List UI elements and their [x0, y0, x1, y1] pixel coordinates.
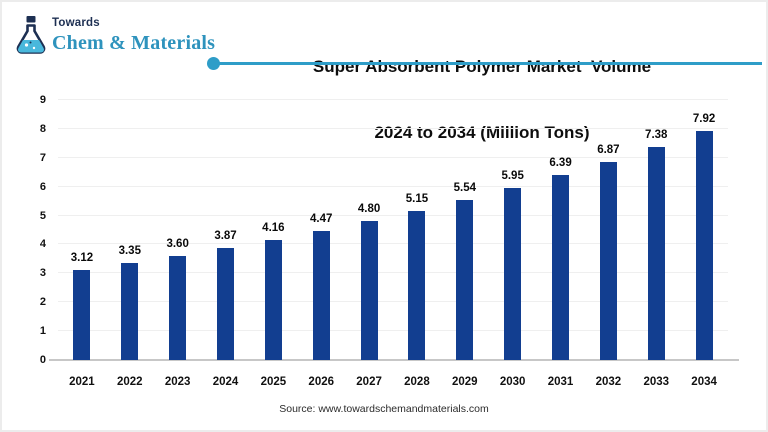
bar-group-2031: 6.39 2031: [537, 100, 585, 388]
x-tick-label: 2024: [212, 376, 239, 388]
bar: [121, 263, 139, 360]
y-tick-label: 5: [39, 209, 46, 222]
y-axis: 0 1 2 3 4 5 6 7 8 9: [18, 94, 46, 366]
gridline: [58, 272, 728, 274]
y-tick-label: 1: [39, 325, 46, 338]
value-label: 5.15: [405, 193, 429, 206]
bar: [360, 221, 378, 360]
brand-name-bottom: Chem & Materials: [52, 31, 216, 54]
value-label: 5.54: [453, 181, 476, 194]
bars: 3.12 2021 3.35 2022 3.60 2023 3.87 2024 4.16 2025…: [58, 100, 728, 388]
y-tick-label: 4: [39, 238, 46, 251]
bar: [647, 146, 665, 360]
value-label: 6.39: [549, 157, 572, 170]
bar: [599, 161, 617, 360]
y-tick-label: 0: [39, 354, 46, 366]
bar-group-2025: 4.16 2025: [249, 100, 297, 388]
bar-group-2027: 4.80 2027: [345, 100, 393, 388]
x-tick-label: 2021: [69, 376, 95, 388]
x-tick-label: 2025: [260, 376, 287, 388]
bar-group-2032: 6.87 2032: [584, 100, 632, 388]
brand-logo: Towards Chem & Materials: [14, 14, 215, 56]
bar: [73, 269, 91, 360]
chart-title: Super Absorbent Polymer Market Volume 20…: [194, 12, 766, 188]
gridline: [58, 243, 728, 245]
bar-group-2034: 7.92 2034: [680, 100, 728, 388]
gridline: [58, 127, 728, 129]
value-label: 3.12: [70, 251, 94, 264]
chart-title-line1: Super Absorbent Polymer Market Volume: [312, 57, 652, 76]
value-label: 7.92: [692, 113, 716, 126]
bar: [695, 131, 713, 360]
gridline: [58, 301, 728, 303]
bar-group-2028: 5.15 2028: [393, 100, 441, 388]
bar-chart-plot: 3.12 2021 3.35 2022 3.60 2023 3.87 2024 4.16 2025…: [49, 99, 739, 388]
value-label: 3.60: [166, 238, 189, 250]
bar-group-2030: 5.95 2030: [489, 100, 537, 388]
value-label: 4.16: [262, 221, 285, 234]
bar-group-2022: 3.35 2022: [106, 100, 154, 388]
value-label: 3.87: [214, 230, 237, 243]
brand-text: Towards Chem & Materials: [52, 14, 216, 54]
x-tick-label: 2031: [547, 376, 574, 388]
gridline: [58, 156, 728, 158]
y-tick-label: 8: [39, 122, 46, 135]
value-label: 5.95: [501, 170, 524, 183]
bar-group-2026: 4.47 2026: [297, 100, 345, 388]
x-tick-label: 2022: [116, 376, 143, 388]
title-underline: [207, 57, 762, 70]
x-axis-line: [49, 359, 739, 361]
x-tick-label: 2034: [691, 376, 717, 388]
bar: [312, 230, 330, 360]
bar: [504, 188, 522, 360]
gridline: [58, 185, 728, 187]
y-tick-label: 6: [39, 180, 46, 193]
x-tick-label: 2030: [499, 376, 526, 388]
value-label: 7.38: [645, 128, 668, 141]
gridline: [58, 214, 728, 216]
y-tick-label: 9: [39, 94, 46, 106]
x-tick-label: 2027: [356, 376, 382, 388]
bar: [217, 248, 234, 360]
bar: [169, 256, 187, 360]
value-label: 6.87: [597, 143, 620, 156]
y-tick-label: 3: [39, 267, 46, 280]
bar-group-2033: 7.38 2033: [632, 100, 680, 388]
y-tick-label: 2: [39, 296, 46, 309]
bar: [552, 175, 570, 360]
y-tick-label: 7: [39, 151, 46, 164]
x-tick-label: 2023: [164, 376, 191, 388]
x-tick-label: 2033: [643, 376, 670, 388]
x-tick-label: 2032: [595, 376, 622, 388]
chart-title-line2: 2024 to 2034 (Million Tons): [374, 123, 590, 142]
bar: [264, 239, 282, 360]
gridline: [58, 99, 728, 100]
x-tick-label: 2029: [452, 376, 478, 388]
flask-icon: [16, 16, 46, 54]
value-label: 4.47: [310, 212, 333, 225]
x-tick-label: 2028: [404, 376, 430, 388]
bar: [456, 199, 474, 360]
value-label: 4.80: [357, 203, 381, 216]
bar: [408, 211, 426, 360]
gridline: [58, 330, 728, 332]
value-label: 3.35: [118, 245, 141, 258]
underline-dot-icon: [207, 57, 220, 70]
bar-group-2021: 3.12 2021: [58, 100, 106, 388]
x-tick-label: 2026: [308, 376, 335, 388]
bar-group-2024: 3.87 2024: [202, 100, 250, 388]
source-attribution: Source: www.towardschemandmaterials.com: [279, 403, 489, 415]
brand-name-top: Towards: [52, 17, 100, 29]
bar-group-2029: 5.54 2029: [441, 100, 489, 388]
bar-group-2023: 3.60 2023: [154, 100, 202, 388]
